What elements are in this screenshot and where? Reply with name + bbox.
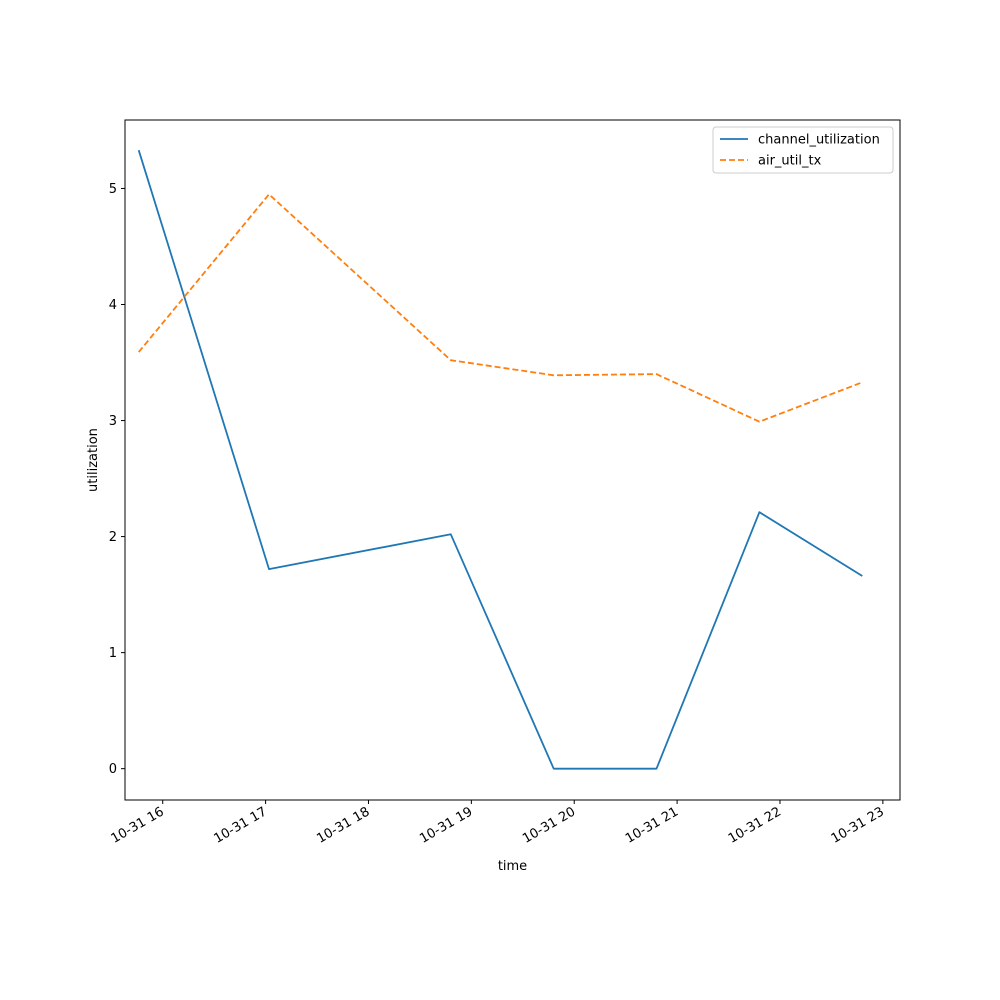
y-tick-label: 3 [109, 414, 117, 429]
y-tick-label: 2 [109, 530, 117, 545]
y-tick-label: 5 [109, 182, 117, 197]
legend-label: channel_utilization [758, 133, 880, 148]
y-tick-label: 0 [109, 762, 117, 777]
legend: channel_utilization air_util_tx [712, 126, 894, 174]
legend-label: air_util_tx [758, 154, 822, 169]
plot-frame [124, 119, 901, 801]
series-line-channel-utilization [137, 149, 863, 770]
y-tick-label: 1 [109, 646, 117, 661]
x-axis-label: time [498, 859, 527, 874]
legend-box [712, 126, 894, 174]
y-axis-ticks: 0 1 2 3 4 5 [109, 182, 125, 777]
y-axis-label: utilization [86, 428, 101, 492]
series-line-air-util-tx [138, 193, 863, 423]
y-tick-label: 4 [109, 298, 117, 313]
plot-lines [137, 149, 863, 770]
